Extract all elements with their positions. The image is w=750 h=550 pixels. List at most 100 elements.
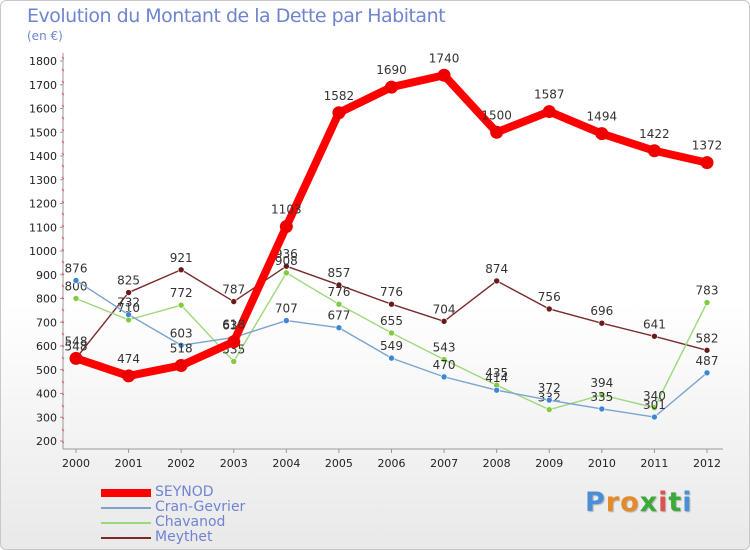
y-axis-dash xyxy=(61,152,65,156)
data-label: 908 xyxy=(275,254,298,268)
data-label: 340 xyxy=(643,389,666,403)
data-point xyxy=(72,295,80,302)
logo-letter: i xyxy=(658,487,669,518)
y-axis-dash xyxy=(61,92,65,96)
y-tick-label: 900 xyxy=(36,269,57,282)
series-layer: 548 825 921 787 936 857 776 704 874 756 696 641 582 8… xyxy=(65,51,723,421)
data-point xyxy=(388,354,395,362)
x-tick-label: 2000 xyxy=(62,457,90,470)
data-label: 618 xyxy=(222,318,245,332)
legend-swatch xyxy=(101,521,151,524)
legend-swatch xyxy=(101,536,151,539)
data-point xyxy=(125,289,132,296)
legend-swatch xyxy=(101,488,151,497)
data-label: 800 xyxy=(65,280,88,294)
y-axis-dash xyxy=(61,356,65,360)
data-label: 1422 xyxy=(639,127,670,141)
data-point xyxy=(700,156,714,170)
data-point xyxy=(279,220,293,234)
y-tick-label: 1000 xyxy=(29,245,57,258)
legend-swatch xyxy=(101,506,151,509)
data-point xyxy=(598,405,606,413)
data-label: 435 xyxy=(485,366,508,380)
x-tick-label: 2009 xyxy=(535,457,563,470)
chart-axes: 200 300 400 500 600 700 800 900 1000 1100 1200 1300… xyxy=(29,53,723,470)
data-label: 1582 xyxy=(324,89,355,103)
data-point xyxy=(647,144,661,158)
y-tick-label: 700 xyxy=(36,316,57,329)
x-tick-label: 2002 xyxy=(167,457,195,470)
y-axis-dash xyxy=(61,212,65,216)
data-point xyxy=(177,341,185,349)
x-tick-label: 2005 xyxy=(325,457,353,470)
data-point xyxy=(335,281,343,289)
data-label: 1740 xyxy=(429,51,460,65)
data-point xyxy=(651,404,658,412)
y-axis-dash xyxy=(61,368,65,372)
logo-letter: x xyxy=(639,487,659,518)
data-point xyxy=(125,311,132,318)
data-label: 582 xyxy=(696,331,719,345)
data-point xyxy=(595,127,609,141)
data-label: 1372 xyxy=(692,139,723,153)
data-label: 776 xyxy=(380,285,403,299)
data-point xyxy=(493,386,500,394)
y-axis-dash xyxy=(61,260,65,264)
data-label: 783 xyxy=(696,284,719,298)
data-point xyxy=(388,300,395,308)
data-label: 787 xyxy=(222,283,245,297)
y-axis-dash xyxy=(61,200,65,204)
y-tick-label: 200 xyxy=(36,435,57,448)
data-point xyxy=(703,299,711,306)
legend-label: SEYNOD xyxy=(155,484,214,500)
data-label: 543 xyxy=(433,341,456,355)
data-label: 1690 xyxy=(376,63,407,77)
y-tick-label: 1800 xyxy=(29,55,57,68)
y-axis-dash xyxy=(61,296,65,300)
y-axis-dash xyxy=(61,104,65,108)
data-point xyxy=(177,301,185,309)
y-tick-label: 1400 xyxy=(29,150,57,163)
data-point xyxy=(335,324,343,332)
data-point xyxy=(283,269,290,277)
data-point xyxy=(703,369,711,377)
data-label: 707 xyxy=(275,302,298,316)
logo-letter: r xyxy=(605,487,621,518)
x-tick-label: 2004 xyxy=(272,457,300,470)
x-tick-label: 2008 xyxy=(483,457,511,470)
data-label: 732 xyxy=(117,296,140,310)
data-point xyxy=(283,317,290,324)
data-point xyxy=(122,369,136,383)
data-label: 603 xyxy=(170,326,193,340)
data-point xyxy=(545,406,553,413)
data-label: 487 xyxy=(696,354,719,368)
x-tick-label: 2012 xyxy=(693,457,721,470)
data-point xyxy=(440,373,448,381)
x-tick-label: 2007 xyxy=(430,457,458,470)
y-axis-dash xyxy=(61,224,65,228)
series-seynod: 548 474 518 618 1103 1582 1690 1740 1500 1587 1494… xyxy=(65,51,723,383)
x-tick-label: 2010 xyxy=(588,457,616,470)
logo-letter: o xyxy=(620,487,640,518)
y-axis-dash xyxy=(61,116,65,120)
data-label: 876 xyxy=(65,261,88,275)
y-axis-dash xyxy=(61,404,65,408)
data-point xyxy=(598,319,606,327)
y-tick-label: 1300 xyxy=(29,174,57,187)
data-point xyxy=(177,266,185,274)
data-label: 470 xyxy=(433,358,456,372)
y-tick-label: 800 xyxy=(36,293,57,306)
series-chavanod: 800710772535908776655543435332394340783 xyxy=(65,254,719,413)
data-label: 301 xyxy=(643,398,666,412)
y-tick-label: 1700 xyxy=(29,79,57,92)
data-label: 641 xyxy=(643,317,666,331)
data-label: 474 xyxy=(117,352,140,366)
data-label: 549 xyxy=(380,339,403,353)
legend-item: SEYNOD xyxy=(101,485,245,500)
legend-label: Cran-Gevrier xyxy=(155,499,246,515)
y-axis-dash xyxy=(61,128,65,132)
data-point xyxy=(230,298,238,305)
legend-label: Chavanod xyxy=(155,514,226,530)
y-tick-label: 600 xyxy=(36,340,57,353)
